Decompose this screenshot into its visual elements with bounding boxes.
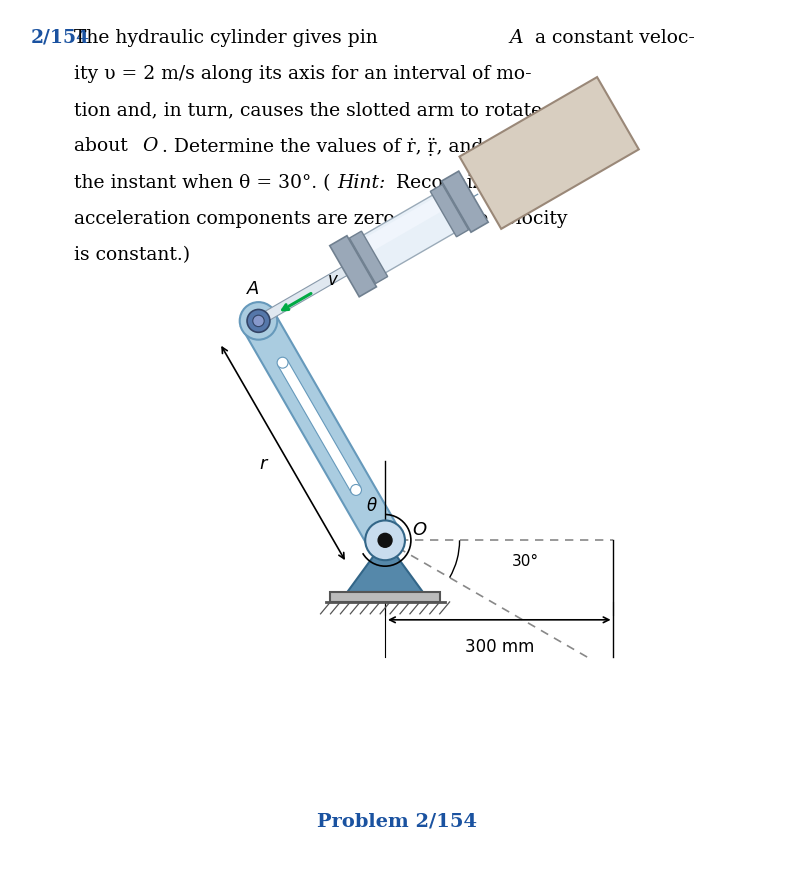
Text: $\theta$: $\theta$	[366, 496, 378, 515]
Text: is constant.): is constant.)	[75, 246, 191, 264]
Polygon shape	[241, 308, 403, 553]
Text: 2/154: 2/154	[31, 29, 90, 47]
Circle shape	[378, 533, 392, 547]
Text: Recognize that all: Recognize that all	[390, 173, 566, 192]
Polygon shape	[342, 183, 476, 285]
Text: A: A	[509, 29, 522, 47]
Text: $r$: $r$	[259, 455, 269, 473]
Text: $O$: $O$	[412, 522, 427, 539]
Text: about: about	[75, 138, 134, 155]
Ellipse shape	[277, 357, 288, 368]
Ellipse shape	[351, 484, 361, 496]
Polygon shape	[460, 78, 639, 229]
Polygon shape	[330, 592, 440, 602]
Text: $v$: $v$	[327, 271, 339, 289]
Text: tion and, in turn, causes the slotted arm to rotate: tion and, in turn, causes the slotted ar…	[75, 101, 542, 119]
Text: a constant veloc-: a constant veloc-	[529, 29, 695, 47]
Text: ity υ = 2 m/s along its axis for an interval of mo-: ity υ = 2 m/s along its axis for an inte…	[75, 64, 532, 83]
Text: $A$: $A$	[246, 280, 260, 298]
Text: O: O	[142, 138, 157, 155]
Circle shape	[365, 521, 405, 560]
Text: 300 mm: 300 mm	[464, 638, 534, 656]
Ellipse shape	[240, 302, 277, 340]
Polygon shape	[430, 185, 468, 237]
Text: 30°: 30°	[512, 554, 539, 569]
Polygon shape	[330, 236, 376, 297]
Polygon shape	[349, 231, 387, 283]
Circle shape	[252, 315, 264, 327]
Circle shape	[247, 309, 270, 333]
Text: The hydraulic cylinder gives pin: The hydraulic cylinder gives pin	[75, 29, 384, 47]
Text: the instant when θ = 30°. (: the instant when θ = 30°. (	[75, 173, 331, 192]
Text: Problem 2/154: Problem 2/154	[317, 813, 477, 830]
Polygon shape	[441, 171, 488, 233]
Polygon shape	[256, 254, 368, 325]
Text: acceleration components are zero when the velocity: acceleration components are zero when th…	[75, 210, 568, 228]
Text: Hint:: Hint:	[337, 173, 386, 192]
Polygon shape	[278, 360, 360, 493]
Polygon shape	[347, 540, 423, 592]
Text: . Determine the values of ṙ, ṛ̈, and θ̈ for: . Determine the values of ṙ, ṛ̈, and θ̈ …	[162, 138, 534, 156]
Polygon shape	[349, 188, 459, 260]
